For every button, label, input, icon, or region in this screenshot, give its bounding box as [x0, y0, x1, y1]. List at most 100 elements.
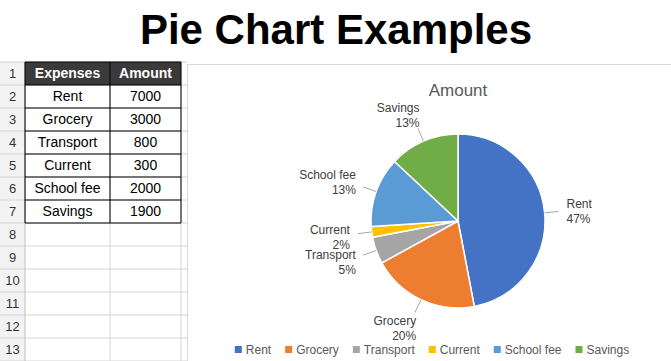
table-cell: 2000: [130, 180, 161, 196]
data-label-category: Current: [310, 223, 351, 237]
data-label-value: 5%: [339, 263, 357, 277]
leader-line: [418, 128, 424, 141]
data-label-category: Grocery: [373, 314, 416, 328]
table-cell: Transport: [38, 134, 98, 150]
sheet-row-line: [0, 292, 187, 293]
legend-item: School fee: [494, 343, 562, 357]
leader-line: [545, 211, 559, 212]
row-number: 3: [9, 112, 16, 127]
table-header: Amount: [119, 65, 172, 81]
sheet-row-line: [0, 246, 187, 247]
sheet-row-line: [0, 315, 187, 316]
legend-swatch: [353, 346, 360, 353]
row-number: 2: [9, 89, 16, 104]
row-number: 8: [9, 227, 16, 242]
table-border: [25, 131, 181, 132]
sheet-col-line: [25, 62, 26, 361]
legend-swatch: [575, 346, 582, 353]
sheet-row-line: [0, 85, 187, 86]
table-border: [110, 62, 111, 223]
row-number: 13: [5, 342, 19, 357]
table-cell: 1900: [130, 203, 161, 219]
table-borders: [25, 62, 181, 223]
table-cell: Rent: [53, 88, 83, 104]
leader-line: [358, 232, 372, 234]
sheet-row-line: [0, 131, 187, 132]
legend-label: Grocery: [296, 343, 339, 357]
legend-item: Transport: [353, 343, 416, 357]
sheet-col-line: [110, 62, 111, 361]
data-label-category: School fee: [299, 168, 356, 182]
table-header: Expenses: [35, 65, 101, 81]
row-number: 11: [6, 296, 20, 311]
row-number: 6: [9, 181, 16, 196]
legend: Rent Grocery Transport Current School fee Sav…: [235, 343, 629, 357]
table-border: [25, 177, 181, 178]
row-number: 12: [5, 319, 19, 334]
table-cell: 300: [134, 157, 158, 173]
legend-label: Transport: [364, 343, 416, 357]
legend-swatch: [235, 346, 242, 353]
sheet-grid: [0, 62, 187, 361]
legend-swatch: [494, 346, 501, 353]
row-number: 4: [9, 135, 16, 150]
page-title: Pie Chart Examples: [140, 6, 532, 53]
data-label-value: 47%: [566, 212, 590, 226]
table-cell: 800: [134, 134, 158, 150]
row-number: 1: [9, 66, 16, 81]
sheet-row-line: [0, 108, 187, 109]
table-cell: 3000: [130, 111, 161, 127]
pie-slice: [458, 134, 545, 306]
table-border: [25, 85, 181, 86]
sheet-row-line: [0, 177, 187, 178]
table-border: [25, 223, 181, 224]
legend-label: Current: [440, 343, 481, 357]
data-label-value: 13%: [332, 183, 356, 197]
table-border: [25, 62, 181, 63]
table-cell: School fee: [34, 180, 100, 196]
sheet-row-line: [0, 338, 187, 339]
legend-item: Savings: [575, 343, 629, 357]
table-border: [25, 62, 26, 223]
legend-item: Current: [429, 343, 481, 357]
pie-slice: [395, 134, 458, 221]
sheet-row-line: [0, 154, 187, 155]
pie-labels: Rent47%Grocery20%Transport5%Current2%Sch…: [299, 101, 592, 343]
sheet-col-line: [181, 62, 182, 361]
row-number: 10: [5, 273, 19, 288]
chart-title: Amount: [429, 81, 488, 100]
sheet-row-line: [0, 269, 187, 270]
row-number: 5: [9, 158, 16, 173]
legend-swatch: [429, 346, 436, 353]
data-label-value: 13%: [396, 116, 420, 130]
page: Pie Chart Examples12345678910111213Expen…: [0, 0, 671, 361]
legend-item: Rent: [235, 343, 272, 357]
row-number: 7: [9, 204, 16, 219]
row-number: 9: [9, 250, 16, 265]
data-label-value: 2%: [333, 238, 351, 252]
table-border: [25, 200, 181, 201]
sheet-row-line: [0, 200, 187, 201]
legend-item: Grocery: [285, 343, 339, 357]
table-header-bg: [25, 62, 181, 85]
data-label-category: Rent: [566, 197, 592, 211]
table-border: [25, 108, 181, 109]
leader-line: [363, 187, 376, 192]
legend-label: School fee: [505, 343, 562, 357]
pie: [371, 134, 545, 308]
sheet-row-line: [0, 62, 187, 63]
table-cell: Savings: [43, 203, 93, 219]
table-cell: Current: [44, 157, 91, 173]
legend-label: Rent: [246, 343, 272, 357]
data-label-category: Savings: [377, 101, 420, 115]
row-header-bg: [0, 62, 25, 361]
table-border: [25, 154, 181, 155]
legend-label: Savings: [586, 343, 629, 357]
legend-swatch: [285, 346, 292, 353]
table-border: [181, 62, 182, 223]
leader-line: [415, 300, 421, 313]
chart-area: [188, 65, 671, 361]
data-label-value: 20%: [392, 329, 416, 343]
table-cell: 7000: [130, 88, 161, 104]
table-cell: Grocery: [43, 111, 93, 127]
